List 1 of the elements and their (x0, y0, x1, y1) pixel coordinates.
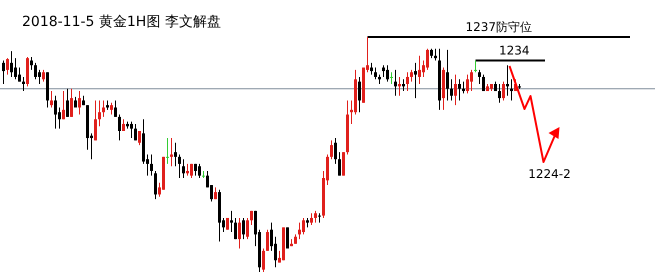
title: 2018-11-5 黄金1H图 李文解盘 (22, 14, 221, 30)
